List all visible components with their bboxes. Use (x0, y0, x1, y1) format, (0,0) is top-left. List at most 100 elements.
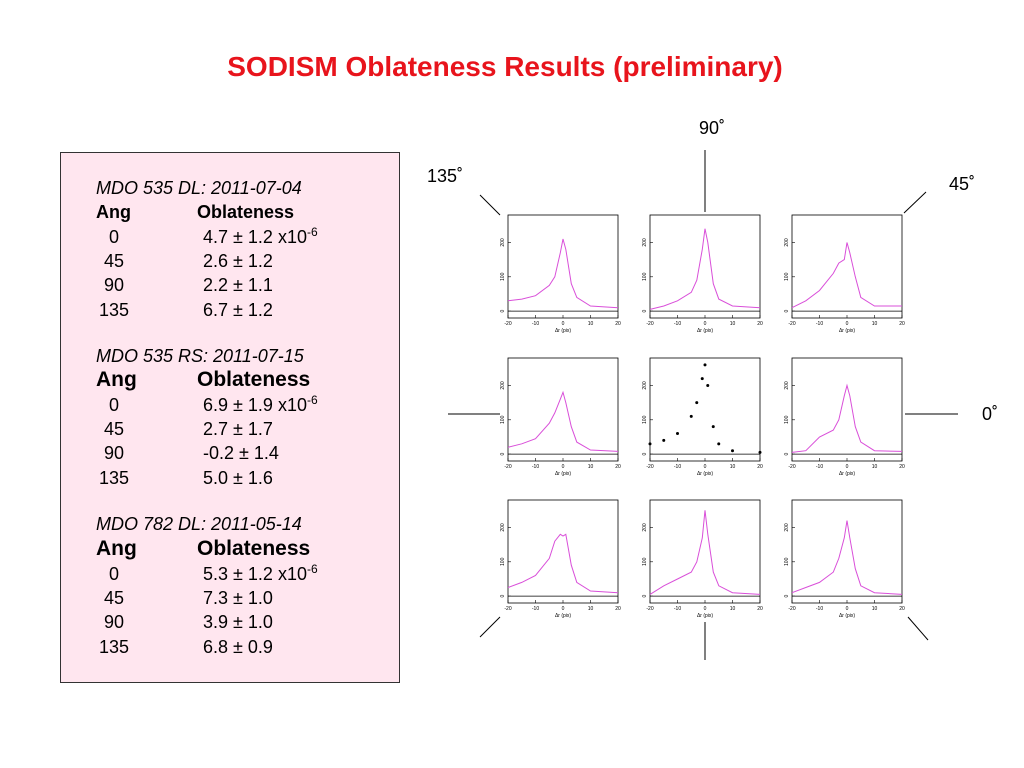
profile-point (689, 414, 693, 418)
direction-lines (448, 150, 958, 660)
x-tick-label: -10 (816, 464, 823, 470)
profile-point (758, 450, 762, 454)
oblateness-value: 2.2 ± 1.1 (203, 275, 273, 295)
slide-title: SODISM Oblateness Results (preliminary) (227, 51, 783, 82)
profile-line (507, 533, 619, 594)
x-tick-label: 20 (615, 606, 621, 612)
oblateness-cell: -0.2 ± 1.4 (203, 443, 279, 463)
x-tick-label: -10 (532, 606, 539, 612)
direction-line (903, 191, 927, 214)
oblateness-cell: 5.0 ± 1.6 (203, 468, 273, 488)
unit: x10 (278, 227, 307, 247)
y-tick-label: 200 (500, 381, 506, 390)
x-tick-label: -10 (532, 321, 539, 327)
x-tick-label: -20 (788, 606, 795, 612)
x-tick-label: 0 (562, 321, 565, 327)
x-tick-label: 10 (588, 321, 594, 327)
x-axis-label: Δr (pix) (555, 613, 571, 619)
block-heading: MDO 535 RS: 2011-07-15 (96, 346, 305, 366)
angle-cell: 135 (99, 637, 129, 657)
y-tick-label: 100 (500, 557, 506, 566)
x-axis-label: Δr (pix) (839, 471, 855, 477)
oblateness-value: 5.0 ± 1.6 (203, 468, 273, 488)
column-header: Ang (96, 537, 137, 560)
oblateness-cell: 3.9 ± 1.0 (203, 612, 273, 632)
x-tick-label: 0 (562, 606, 565, 612)
x-tick-label: 10 (872, 606, 878, 612)
y-tick-label: 0 (784, 595, 790, 598)
plot-frame (649, 499, 761, 604)
x-axis-label: Δr (pix) (555, 328, 571, 334)
x-tick-label: 0 (562, 464, 565, 470)
x-tick-label: -10 (532, 464, 539, 470)
profile-point (703, 363, 707, 367)
x-tick-label: 0 (704, 321, 707, 327)
profile-line (791, 242, 902, 309)
oblateness-cell: 7.3 ± 1.0 (203, 588, 273, 608)
block-heading: MDO 782 DL: 2011-05-14 (96, 514, 302, 534)
angle-label: 0˚ (982, 404, 998, 424)
exponent: -6 (307, 393, 318, 407)
x-tick-label: 0 (846, 606, 849, 612)
y-tick-label: 0 (642, 453, 648, 456)
oblateness-cell: 6.7 ± 1.2 (203, 300, 273, 320)
angle-cell: 0 (109, 227, 119, 247)
x-axis-label: Δr (pix) (555, 471, 571, 477)
x-tick-label: 20 (757, 321, 763, 327)
profile-line (507, 238, 619, 309)
profile-point (731, 449, 734, 453)
x-tick-label: -20 (504, 606, 511, 612)
oblateness-value: 6.7 ± 1.2 (203, 300, 273, 320)
oblateness-cell: 5.3 ± 1.2 x10-6 (203, 562, 318, 584)
x-tick-label: -10 (674, 606, 681, 612)
oblateness-value: 7.3 ± 1.0 (203, 588, 273, 608)
x-tick-label: 10 (588, 606, 594, 612)
x-tick-label: 20 (615, 464, 621, 470)
column-header: Oblateness (197, 202, 294, 222)
x-tick-label: -20 (788, 464, 795, 470)
x-tick-label: -10 (674, 464, 681, 470)
profile-line (507, 390, 619, 452)
y-tick-label: 0 (500, 310, 506, 313)
profile-point (706, 383, 710, 387)
oblateness-value: 6.8 ± 0.9 (203, 637, 273, 657)
x-tick-label: 0 (846, 464, 849, 470)
angle-cell: 45 (104, 419, 124, 439)
y-tick-label: 200 (784, 238, 790, 247)
y-tick-label: 200 (784, 381, 790, 390)
angle-cell: 45 (104, 588, 124, 608)
profile-point (648, 442, 652, 446)
oblateness-value: -0.2 ± 1.4 (203, 443, 279, 463)
y-tick-label: 200 (784, 523, 790, 532)
plot-frame (507, 357, 619, 462)
x-tick-label: 0 (846, 321, 849, 327)
direction-line (479, 616, 501, 638)
x-tick-label: 0 (704, 606, 707, 612)
x-tick-label: 0 (704, 464, 707, 470)
results-panel (60, 152, 400, 683)
x-tick-label: 10 (730, 321, 736, 327)
x-tick-label: 20 (899, 321, 905, 327)
profile-point (717, 442, 721, 446)
oblateness-cell: 4.7 ± 1.2 x10-6 (203, 225, 318, 247)
y-tick-label: 200 (642, 523, 648, 532)
angle-label: 135˚ (427, 166, 463, 186)
x-tick-label: 10 (872, 321, 878, 327)
x-axis-label: Δr (pix) (697, 328, 713, 334)
y-tick-label: 100 (500, 272, 506, 281)
y-tick-label: 0 (500, 453, 506, 456)
x-tick-label: 10 (872, 464, 878, 470)
column-header: Ang (96, 368, 137, 391)
y-tick-label: 100 (642, 272, 648, 281)
oblateness-cell: 2.7 ± 1.7 (203, 419, 273, 439)
y-tick-label: 0 (642, 310, 648, 313)
column-header: Oblateness (197, 368, 310, 391)
x-tick-label: 10 (588, 464, 594, 470)
x-tick-label: -20 (646, 464, 653, 470)
